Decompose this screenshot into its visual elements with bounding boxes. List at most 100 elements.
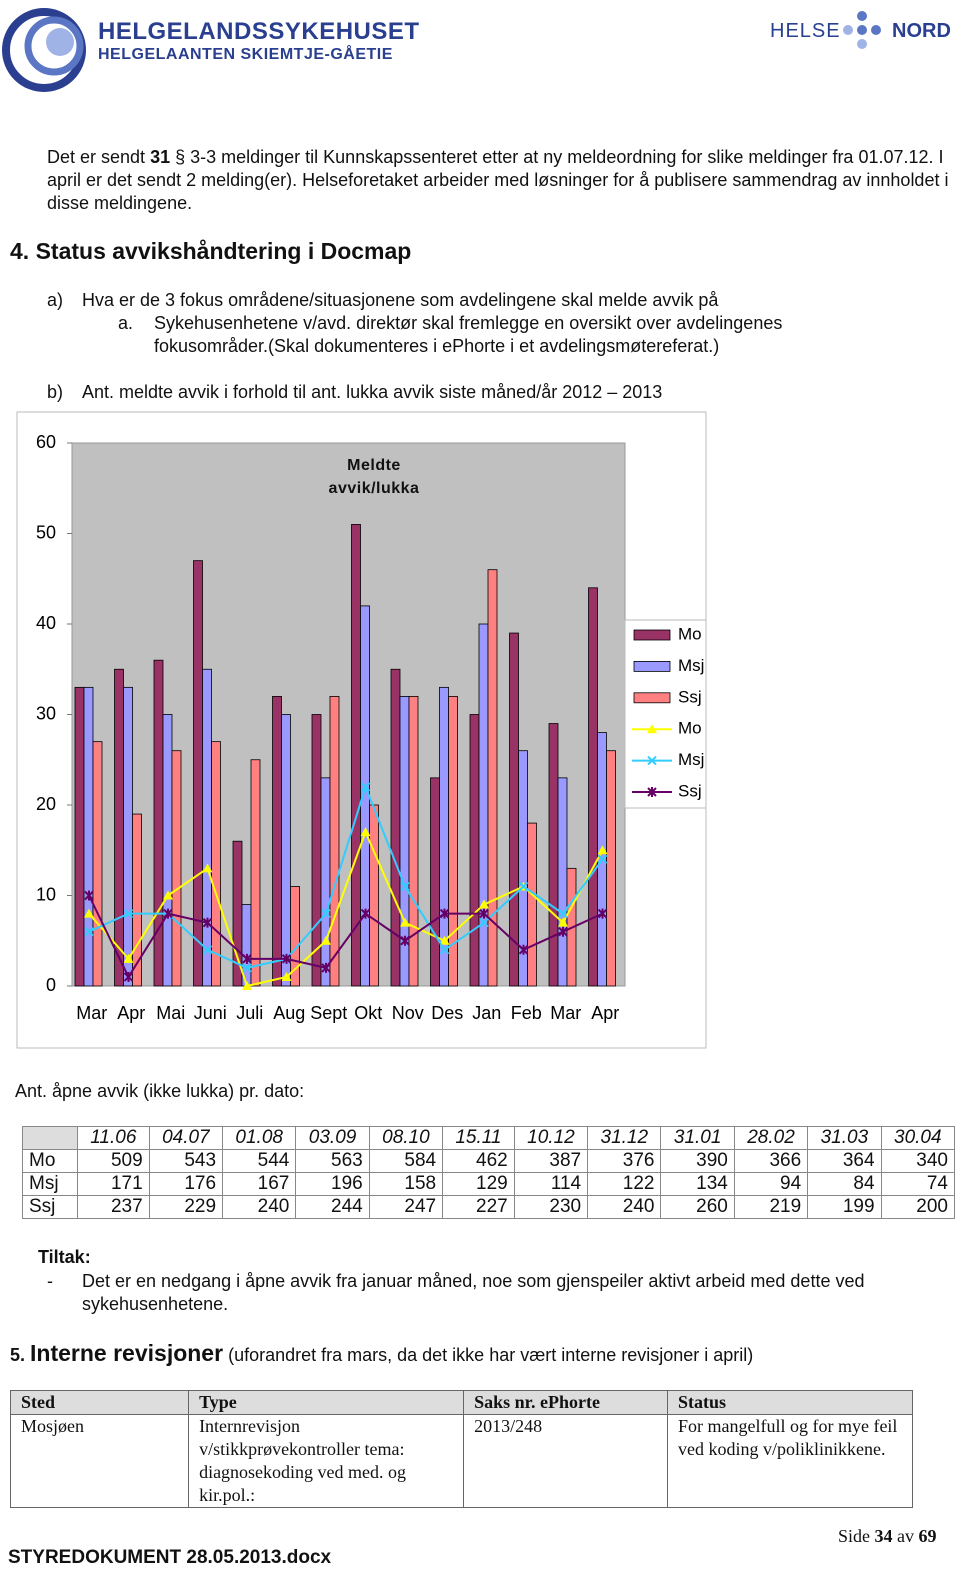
table-cell: 122 (587, 1172, 662, 1196)
line-marker (479, 908, 489, 919)
line-marker (242, 981, 252, 990)
table-cell: Internrevisjon v/stikkprøvekontroller te… (188, 1414, 465, 1508)
table-header: Sted Type Saks nr. ePhorte Status (9, 1390, 914, 1415)
table-cell: 340 (880, 1149, 956, 1173)
bar (211, 741, 221, 987)
y-tick-label: 0 (46, 975, 56, 995)
line-marker (400, 881, 410, 892)
table-cell: 563 (295, 1149, 370, 1173)
table-row: Msj 171 176 167 196 158 129 114 122 134 94 84 74 (22, 1172, 956, 1196)
table-cell: 260 (660, 1195, 735, 1219)
table-cell: For mangelfull og for mye feil ved kodin… (666, 1414, 914, 1508)
table-cell: 229 (148, 1195, 224, 1219)
line-marker (400, 917, 410, 927)
legend-label: Ssj (678, 687, 702, 706)
table-cell: Mo (22, 1149, 78, 1173)
table-cell: Ssj (22, 1195, 78, 1219)
table-cell: 2013/248 (463, 1414, 668, 1508)
y-tick-label: 50 (36, 522, 56, 542)
section-number: 4. (10, 238, 30, 264)
table-cell: 387 (513, 1149, 589, 1173)
table-cell: 28.02 (733, 1126, 809, 1150)
intro: Det er sendt 31 § 3-3 meldinger til Kunn… (47, 146, 952, 215)
line-marker (479, 899, 489, 909)
line-marker (123, 953, 134, 963)
x-tick-label: Nov (392, 1003, 424, 1023)
table-cell: 200 (880, 1195, 956, 1219)
table-cell: Type (188, 1390, 465, 1415)
marker: a) (47, 290, 64, 310)
text: Det er en nedgang i åpne avvik fra janua… (82, 1271, 865, 1314)
bar (162, 714, 173, 987)
table-cell: 158 (368, 1172, 444, 1196)
line-marker (597, 908, 608, 919)
line-marker (518, 944, 529, 955)
legend-label: Ssj (678, 781, 702, 800)
chart-title: Meldte avvik/lukka (328, 457, 420, 497)
text: 34 (874, 1526, 893, 1546)
logo (2, 8, 86, 92)
table-cell: 199 (807, 1195, 882, 1219)
table-cell: 376 (587, 1149, 662, 1173)
line-marker (597, 854, 608, 865)
text: av (892, 1526, 919, 1546)
bar (606, 750, 616, 987)
line-marker (321, 908, 331, 919)
legend-label: Msj (678, 656, 704, 675)
x-tick-label: Feb (511, 1003, 542, 1023)
legend-label: Mo (678, 719, 702, 738)
table-row: Mosjøen Internrevisjon v/stikkprøvekontro… (9, 1414, 914, 1508)
line-marker (360, 908, 371, 919)
org: HELGELANDSSYKEHUSET (98, 18, 420, 45)
table-cell: 134 (660, 1172, 735, 1196)
x-tick-label: Sept (310, 1003, 347, 1023)
line-marker (123, 971, 134, 982)
line-marker (518, 881, 529, 892)
bar (478, 623, 489, 987)
bar (527, 822, 537, 987)
table-cell: 509 (77, 1149, 150, 1173)
helse-dots (843, 11, 881, 49)
line-marker (242, 953, 252, 964)
line (88, 895, 603, 980)
table-cell: 84 (807, 1172, 882, 1196)
table-cell: 31.12 (587, 1126, 662, 1150)
text: § 3-3 meldinger til Kunnskapssenteret et… (47, 147, 949, 213)
bar (548, 723, 559, 987)
text: 69 (918, 1526, 937, 1546)
table-cell: 171 (77, 1172, 150, 1196)
line-marker (202, 917, 213, 928)
table-cell: 31.03 (807, 1126, 882, 1150)
text: 31 (150, 147, 171, 167)
line-marker (163, 908, 173, 919)
text: Ant. meldte avvik i forhold til ant. luk… (82, 382, 663, 402)
bar (123, 686, 133, 987)
bar (509, 632, 519, 987)
legend-marker (647, 787, 657, 797)
table-cell: 240 (587, 1195, 662, 1219)
line-marker (123, 908, 134, 919)
table-cell: 196 (295, 1172, 370, 1196)
section-number: 5. (10, 1345, 26, 1365)
legend-swatch (633, 660, 671, 672)
bar (369, 804, 379, 987)
table-cell: 10.12 (513, 1126, 589, 1150)
legend-label: Msj (678, 750, 704, 769)
table-row: Mo 509 543 544 563 584 462 387 376 390 366 364 340 (22, 1149, 956, 1173)
table-cell: 230 (513, 1195, 589, 1219)
bar (153, 659, 164, 987)
x-tick-label: Mai (156, 1003, 185, 1023)
line-marker (84, 908, 94, 918)
marker: a. (118, 313, 134, 333)
x-tick-label: Okt (354, 1003, 382, 1023)
line-marker (202, 863, 213, 873)
line-marker (242, 963, 252, 973)
bar (557, 777, 568, 987)
bar (92, 741, 103, 987)
table-cell (22, 1126, 78, 1150)
table-cell: 04.07 (148, 1126, 224, 1150)
legend-swatch (633, 692, 671, 704)
table-cell: Sted (9, 1390, 190, 1415)
nord: NORD (892, 20, 951, 42)
doc-name: STYREDOKUMENT 28.05.2013.docx (8, 1547, 332, 1568)
